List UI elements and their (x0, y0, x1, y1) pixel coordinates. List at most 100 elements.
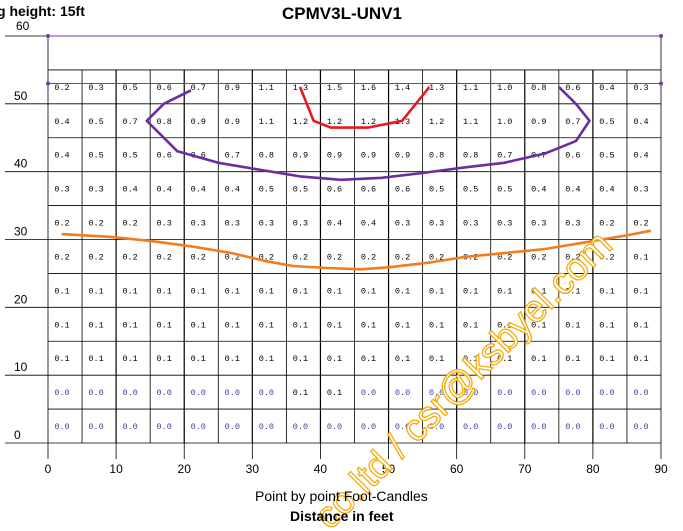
cell-value: 0.5 (88, 151, 103, 161)
isoline (61, 229, 652, 271)
cell-value: 0.1 (565, 286, 580, 296)
cell-value: 0.3 (633, 83, 648, 93)
cell-value: 0.0 (259, 388, 274, 398)
cell-value: 1.4 (395, 83, 410, 93)
cell-value: 0.1 (565, 354, 580, 364)
cell-value: 0.2 (565, 252, 580, 262)
cell-value: 1.2 (293, 117, 308, 127)
cell-value: 0.1 (463, 286, 478, 296)
cell-value: 0.6 (565, 151, 580, 161)
cell-value: 1.2 (361, 117, 376, 127)
cell-value: 0.1 (225, 320, 240, 330)
cell-value: 0.3 (54, 185, 69, 195)
cell-value: 0.1 (191, 320, 206, 330)
cell-value: 0.0 (88, 422, 103, 432)
cell-value: 0.1 (429, 354, 444, 364)
mounting-height-label: g height: 15ft (0, 3, 85, 19)
cell-value: 0.0 (497, 388, 512, 398)
cell-value: 0.4 (599, 83, 614, 93)
cell-value: 0.0 (429, 422, 444, 432)
cell-value: 0.0 (225, 388, 240, 398)
y-axis-ticks: 0 10 20 30 40 50 60 (5, 19, 48, 444)
cell-value: 0.0 (633, 388, 648, 398)
cell-value: 0.0 (88, 388, 103, 398)
cell-value: 0.4 (361, 219, 376, 229)
x-tick-label: 20 (178, 462, 192, 476)
cell-value: 0.2 (293, 252, 308, 262)
cell-value: 0.4 (633, 151, 648, 161)
cell-value: 0.2 (497, 252, 512, 262)
cell-value: 0.5 (497, 185, 512, 195)
cell-value: 0.1 (633, 286, 648, 296)
cell-value: 1.1 (259, 117, 274, 127)
cell-value: 0.2 (122, 252, 137, 262)
cell-value: 0.1 (361, 354, 376, 364)
cell-value: 0.5 (122, 83, 137, 93)
cell-value: 1.2 (429, 117, 444, 127)
cell-value: 0.3 (497, 219, 512, 229)
cell-value: 0.1 (497, 286, 512, 296)
cell-value: 0.1 (531, 354, 546, 364)
cell-value: 0.8 (259, 151, 274, 161)
cell-value: 0.4 (531, 185, 546, 195)
cell-value: 0.1 (633, 252, 648, 262)
cell-value: 0.5 (88, 117, 103, 127)
cell-value: 0.2 (429, 252, 444, 262)
cell-value: 0.1 (463, 320, 478, 330)
cell-value: 0.1 (531, 320, 546, 330)
cell-value: 0.1 (88, 354, 103, 364)
cell-value: 0.1 (327, 388, 342, 398)
cell-value: 0.1 (122, 286, 137, 296)
y-tick-label: 60 (16, 19, 30, 33)
cell-value: 0.1 (54, 354, 69, 364)
cell-value: 0.4 (157, 185, 172, 195)
corner-marker (659, 34, 663, 38)
isoline (145, 85, 591, 182)
cell-value: 0.2 (157, 252, 172, 262)
corner-marker (46, 81, 50, 86)
x-tick-label: 70 (518, 462, 532, 476)
cell-value: 0.8 (157, 117, 172, 127)
cell-value: 0.0 (395, 422, 410, 432)
cell-value: 0.1 (225, 354, 240, 364)
cell-value: 0.2 (633, 219, 648, 229)
cell-value: 0.1 (599, 320, 614, 330)
y-tick-label: 0 (14, 428, 21, 442)
cell-value: 0.0 (361, 422, 376, 432)
cell-value: 0.2 (88, 219, 103, 229)
cell-value: 0.2 (54, 219, 69, 229)
cell-value: 0.0 (463, 422, 478, 432)
cell-value: 0.4 (565, 185, 580, 195)
cell-value: 0.1 (293, 320, 308, 330)
cell-value: 0.6 (361, 185, 376, 195)
x-axis-ticks: 0 10 20 30 40 50 60 70 80 90 (45, 443, 668, 476)
cell-value: 0.0 (395, 388, 410, 398)
cell-value: 0.6 (157, 83, 172, 93)
cell-value: 1.0 (497, 117, 512, 127)
cell-value: 0.3 (88, 83, 103, 93)
cell-value: 0.7 (225, 151, 240, 161)
cell-value: 0.2 (259, 252, 274, 262)
cell-value: 1.5 (327, 83, 342, 93)
cell-value: 0.4 (54, 151, 69, 161)
cell-value: 0.9 (225, 83, 240, 93)
cell-value: 0.1 (429, 286, 444, 296)
cell-value: 0.0 (293, 422, 308, 432)
cell-value: 0.1 (395, 286, 410, 296)
cell-value: 0.0 (565, 388, 580, 398)
chart-title: CPMV3L-UNV1 (282, 4, 402, 23)
cell-value: 1.2 (327, 117, 342, 127)
cell-value: 0.4 (191, 185, 206, 195)
cell-value: 0.9 (293, 151, 308, 161)
cell-value: 0.7 (122, 117, 137, 127)
cell-value: 0.1 (54, 320, 69, 330)
y-tick-label: 40 (14, 157, 28, 171)
cell-value: 0.1 (259, 320, 274, 330)
cell-value: 0.9 (531, 117, 546, 127)
cell-value: 0.1 (122, 354, 137, 364)
cell-value: 0.0 (497, 422, 512, 432)
corner-markers (46, 34, 663, 86)
cell-value: 0.1 (633, 320, 648, 330)
x-tick-label: 50 (382, 462, 396, 476)
